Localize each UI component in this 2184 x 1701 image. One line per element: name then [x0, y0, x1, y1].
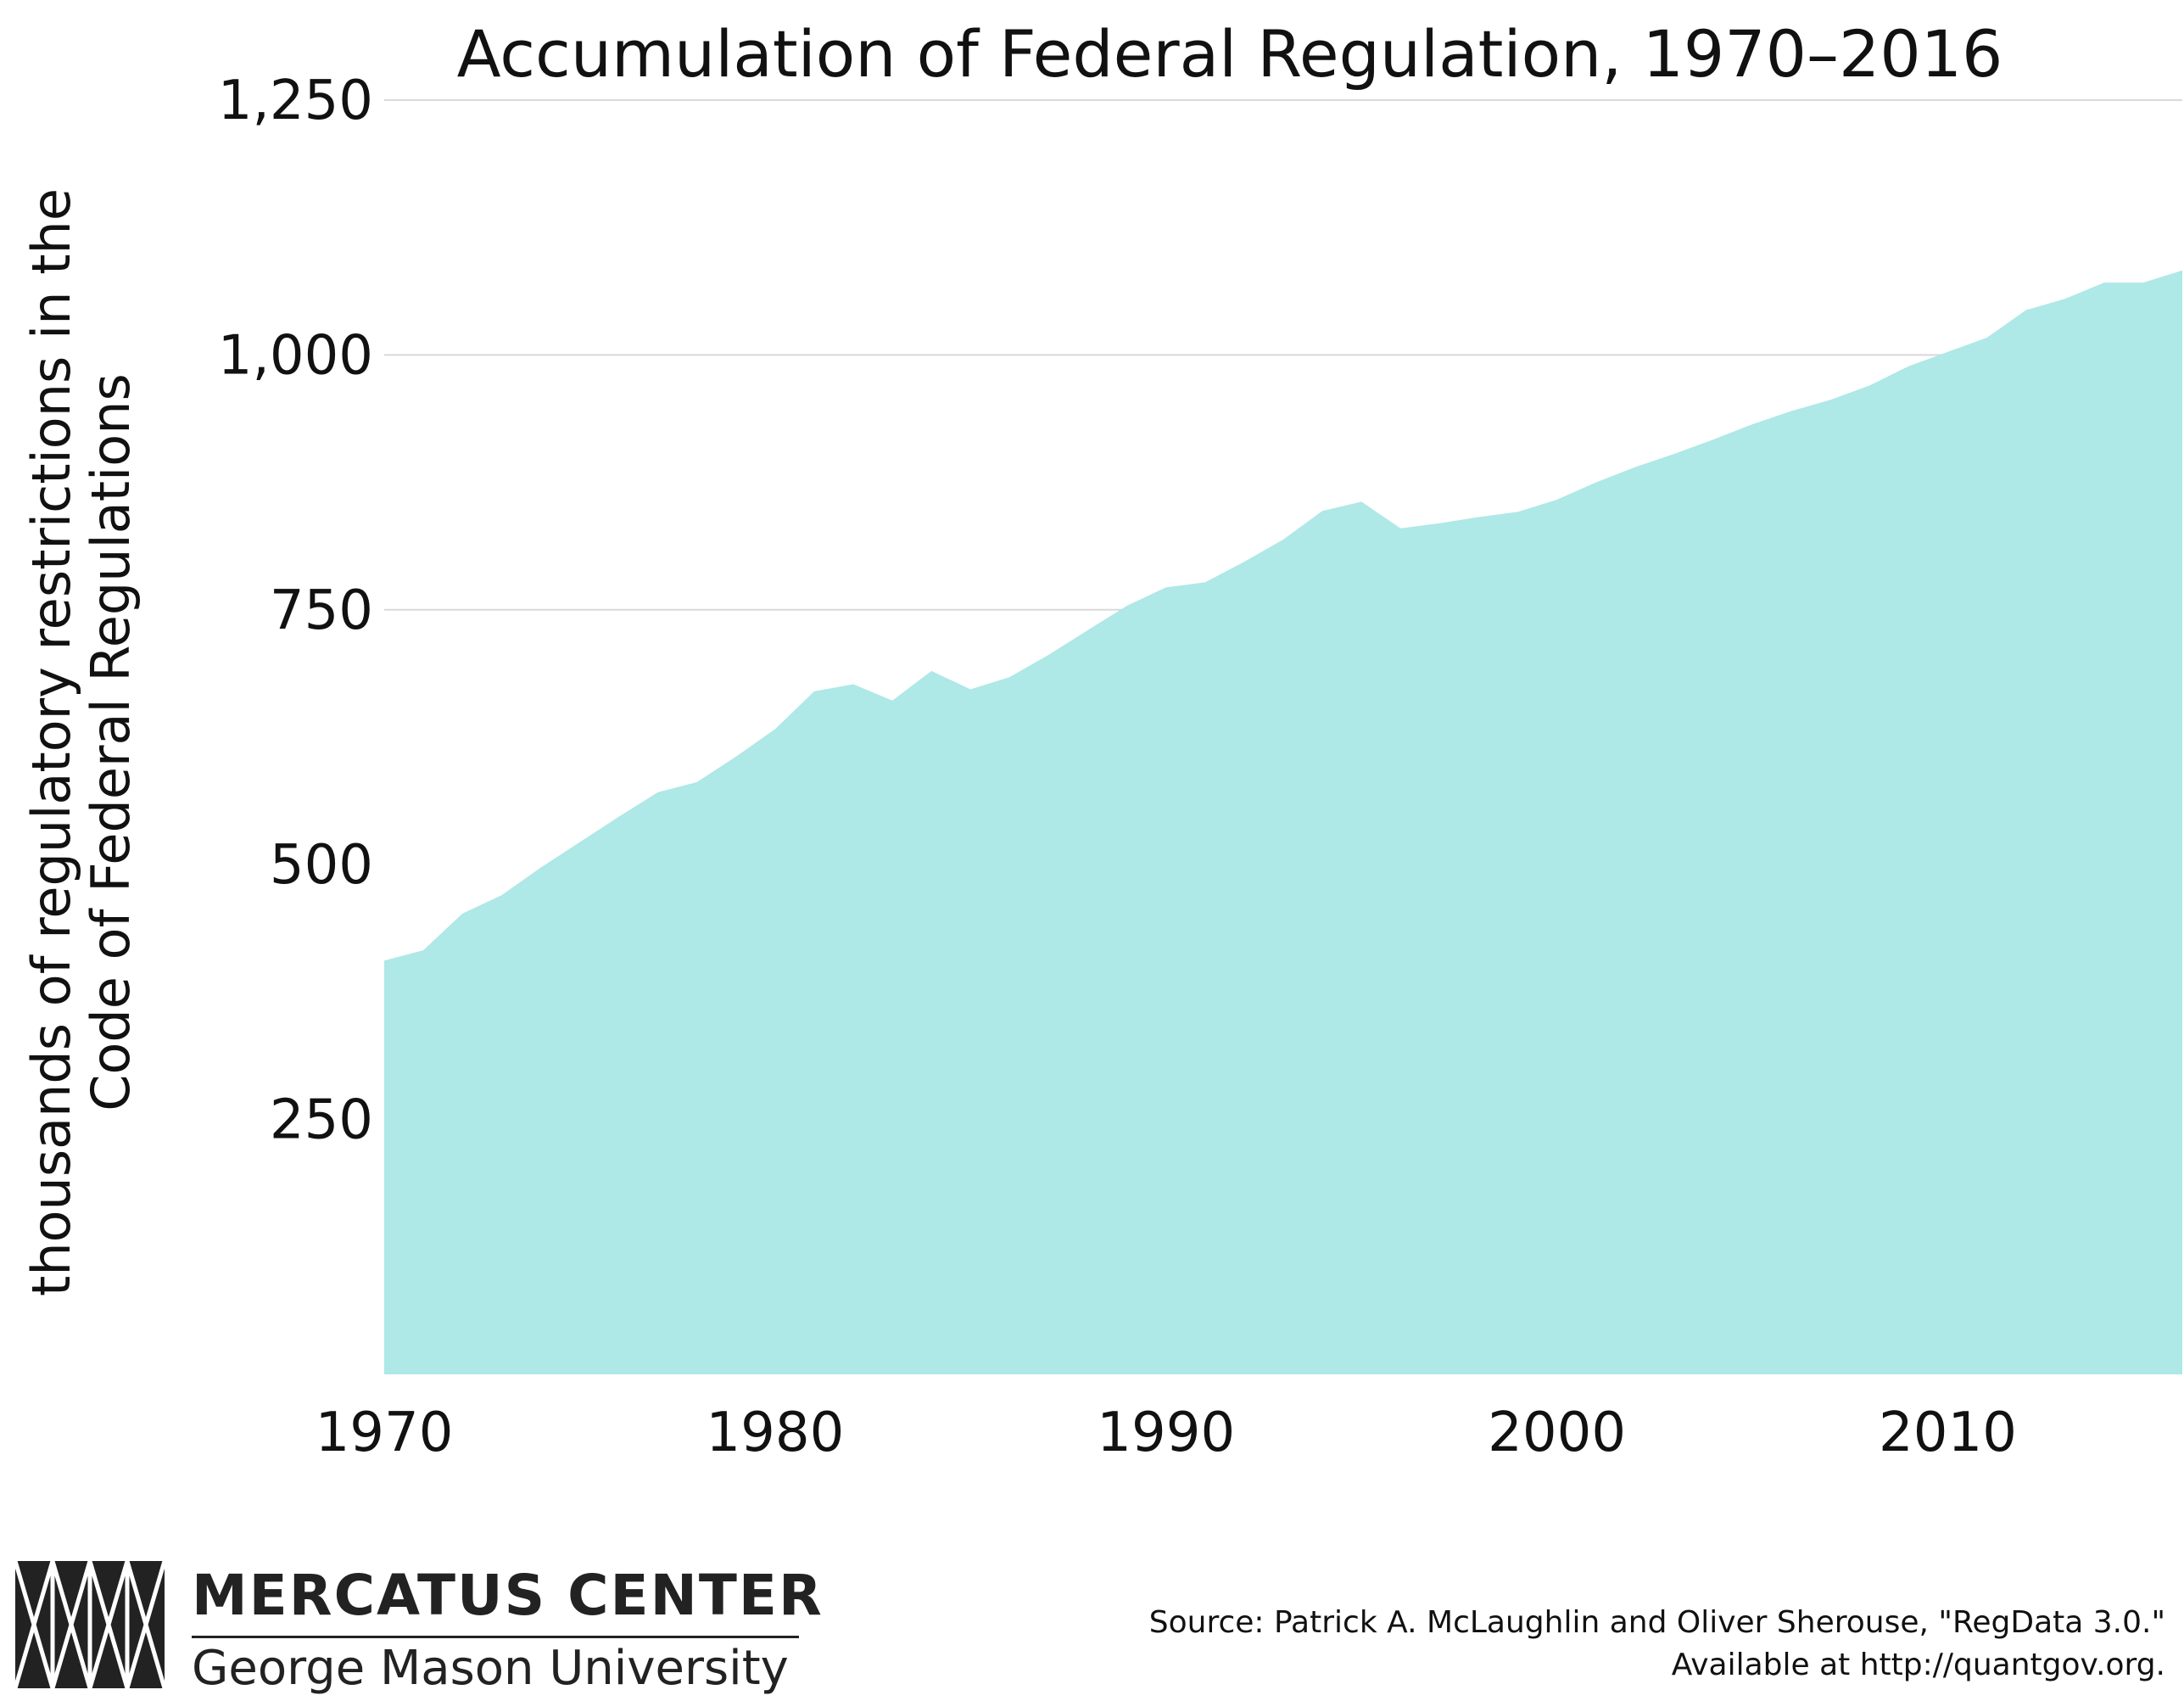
- y-axis-label-line-2: Code of Federal Regulations: [80, 373, 142, 1111]
- chart-plot: 250 500 750 1,000 1,250 1970 1980 1990 2000 2010…: [20, 16, 2182, 1464]
- source-line-2: Available at http://quantgov.org.: [1671, 1648, 2165, 1682]
- x-axis-ticks: 1970 1980 1990 2000 2010: [316, 1402, 2017, 1464]
- source-note: Source: Patrick A. McLaughlin and Oliver…: [1149, 1602, 2165, 1687]
- logo-subtitle: George Mason University: [192, 1641, 789, 1696]
- chart-title: Accumulation of Federal Regulation, 1970…: [457, 16, 2003, 92]
- y-tick-label: 1,250: [218, 70, 373, 132]
- y-tick-label: 500: [270, 834, 373, 897]
- source-line-1: Source: Patrick A. McLaughlin and Oliver…: [1148, 1605, 2165, 1640]
- x-tick-label: 2010: [1879, 1402, 2017, 1464]
- x-tick-label: 1990: [1097, 1402, 1235, 1464]
- logo-divider: [192, 1636, 799, 1638]
- mercatus-logo-mark-icon: [15, 1561, 165, 1688]
- mercatus-logo: MERCATUS CENTER George Mason University: [15, 1561, 822, 1696]
- x-tick-label: 2000: [1488, 1402, 1626, 1464]
- y-axis-ticks: 250 500 750 1,000 1,250: [218, 70, 373, 1152]
- x-tick-label: 1970: [316, 1402, 454, 1464]
- y-tick-label: 750: [270, 579, 373, 642]
- y-tick-label: 250: [270, 1089, 373, 1152]
- y-axis-label-line-1: thousands of regulatory restrictions in …: [20, 188, 82, 1296]
- series-area: [384, 270, 2182, 1375]
- footer: MERCATUS CENTER George Mason University …: [0, 1536, 2184, 1701]
- y-tick-label: 1,000: [218, 324, 373, 387]
- x-tick-label: 1980: [706, 1402, 844, 1464]
- logo-name: MERCATUS CENTER: [192, 1563, 824, 1628]
- y-axis-label: thousands of regulatory restrictions in …: [20, 188, 142, 1296]
